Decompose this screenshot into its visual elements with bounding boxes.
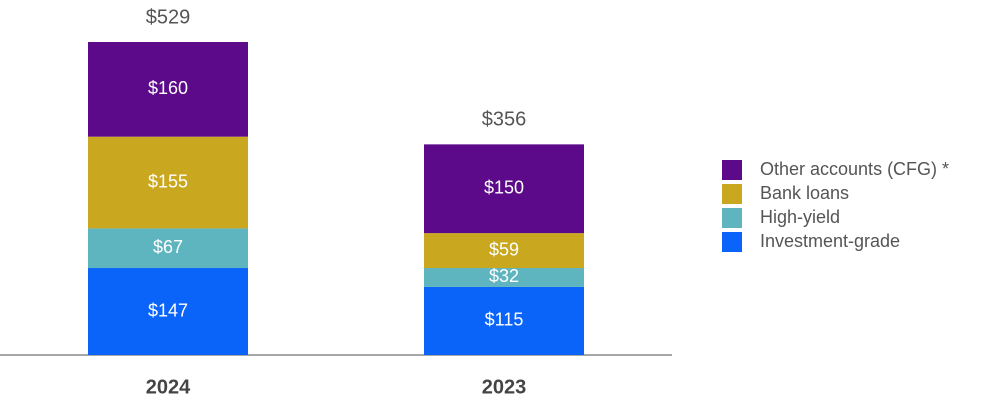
x-tick-label: 2024 [146,376,191,398]
legend-label: Investment-grade [760,231,900,251]
total-label: $356 [482,109,527,131]
value-label: $59 [489,239,519,259]
total-label: $529 [146,6,191,28]
bar-segment [424,233,584,269]
bar-segment [424,286,584,355]
value-label: $160 [148,78,188,98]
x-tick-label: 2023 [482,376,527,398]
bar-segment [88,42,248,137]
legend-label: Other accounts (CFG) * [760,159,949,179]
bar-segment [88,268,248,355]
bar-segment [424,144,584,234]
legend-swatch [722,208,742,228]
value-label: $155 [148,171,188,191]
value-label: $147 [148,300,188,320]
legend-label: Bank loans [760,183,849,203]
value-label: $32 [489,266,519,286]
legend-label: High-yield [760,207,840,227]
bar-segment [88,136,248,229]
legend-swatch [722,232,742,252]
value-label: $115 [485,310,524,330]
bar-segment [424,268,584,287]
value-label: $150 [484,177,524,197]
legend-swatch [722,184,742,204]
value-label: $67 [153,237,183,257]
bar-segment [88,228,248,269]
legend-swatch [722,160,742,180]
